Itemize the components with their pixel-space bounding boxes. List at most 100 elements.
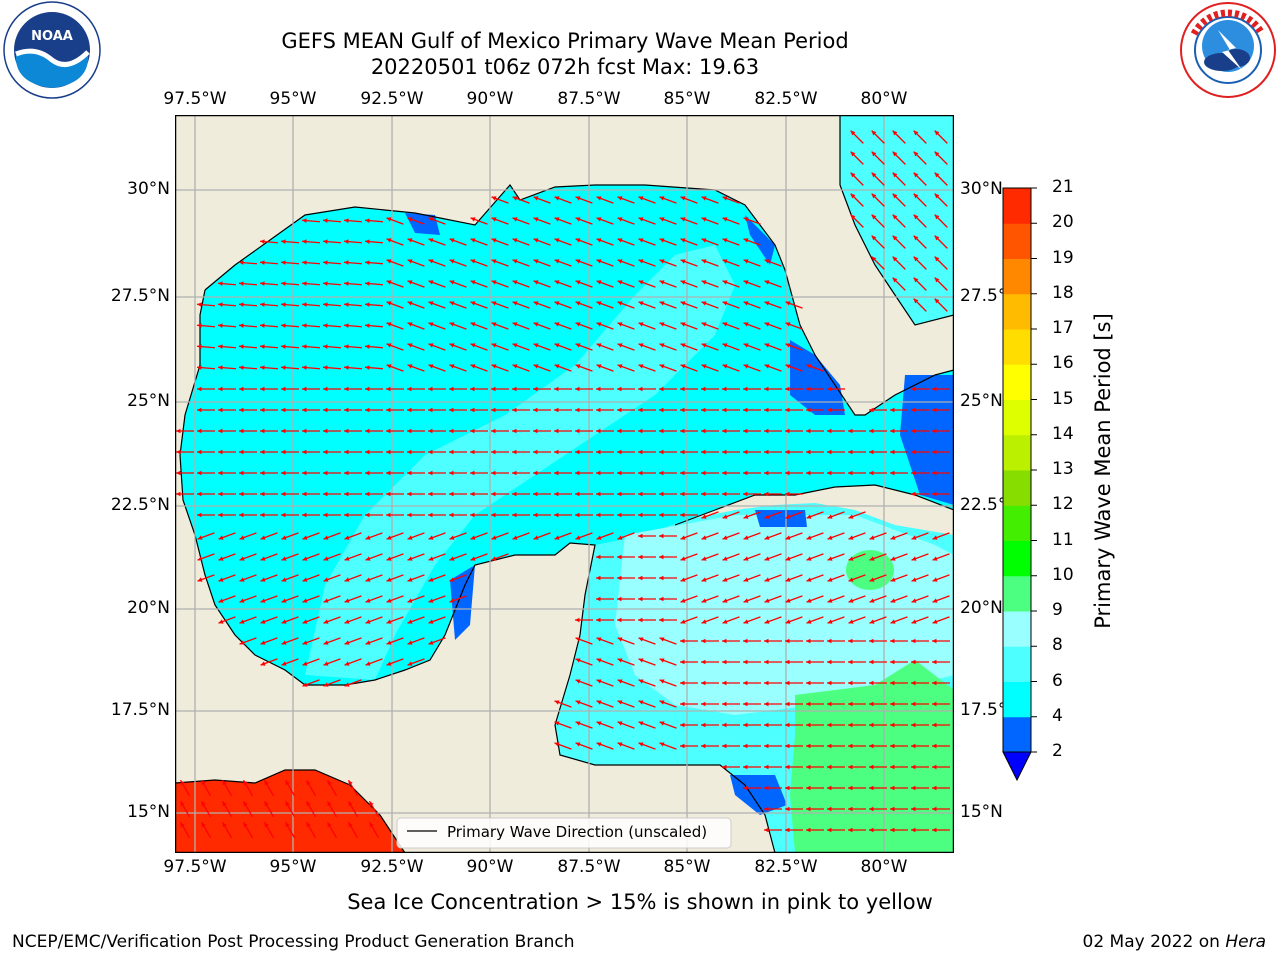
wave-arrow-icon bbox=[827, 701, 845, 707]
wave-arrow-icon bbox=[932, 680, 950, 686]
wave-arrow-icon bbox=[848, 743, 866, 749]
wave-arrow-icon bbox=[890, 595, 908, 603]
wave-arrow-icon bbox=[554, 386, 572, 392]
wave-arrow-icon bbox=[764, 574, 782, 582]
wave-arrow-icon bbox=[407, 322, 425, 330]
wave-arrow-icon bbox=[890, 680, 908, 686]
wave-arrow-icon bbox=[512, 259, 530, 267]
wave-arrow-icon bbox=[871, 193, 885, 207]
wave-arrow-icon bbox=[680, 259, 698, 267]
wave-arrow-icon bbox=[911, 470, 929, 476]
lon-tick-label: 95°W bbox=[269, 857, 317, 877]
wave-arrow-icon bbox=[176, 428, 194, 434]
wave-arrow-icon bbox=[238, 260, 258, 265]
wave-arrow-icon bbox=[932, 806, 950, 812]
wave-arrow-icon bbox=[680, 638, 698, 644]
wave-arrow-icon bbox=[575, 679, 593, 687]
wave-arrow-icon bbox=[301, 260, 321, 265]
wave-arrow-icon bbox=[722, 616, 740, 624]
wave-arrow-icon bbox=[322, 281, 342, 286]
wave-arrow-icon bbox=[596, 343, 614, 351]
wave-arrow-icon bbox=[911, 680, 929, 686]
colorbar-ticks: 2 4 6 8 9 10 11 12 13 14 15 16 17 18 19 20 21 bbox=[1052, 177, 1092, 786]
wave-arrow-icon bbox=[701, 616, 719, 624]
wave-arrow-icon bbox=[575, 259, 593, 267]
wave-arrow-icon bbox=[932, 407, 950, 413]
wave-arrow-icon bbox=[890, 722, 908, 728]
wave-arrow-icon bbox=[659, 301, 677, 309]
wave-arrow-icon bbox=[491, 470, 509, 476]
wave-arrow-icon bbox=[764, 680, 782, 686]
wave-arrow-icon bbox=[470, 449, 488, 455]
wave-arrow-icon bbox=[386, 512, 404, 518]
wave-arrow-icon bbox=[575, 658, 593, 666]
wave-arrow-icon bbox=[449, 553, 467, 561]
wave-arrow-icon bbox=[239, 428, 257, 434]
wave-arrow-icon bbox=[827, 806, 845, 812]
wave-arrow-icon bbox=[869, 827, 887, 833]
wave-arrow-icon bbox=[176, 470, 194, 476]
wave-arrow-icon bbox=[281, 491, 299, 497]
wave-arrow-icon bbox=[197, 428, 215, 434]
wave-arrow-icon bbox=[407, 386, 425, 392]
wave-arrow-icon bbox=[554, 217, 572, 225]
wave-arrow-icon bbox=[890, 638, 908, 644]
wave-arrow-icon bbox=[659, 428, 677, 434]
wave-arrow-icon bbox=[302, 574, 320, 582]
wave-arrow-icon bbox=[365, 386, 383, 392]
wave-arrow-icon bbox=[848, 470, 866, 476]
wave-arrow-icon bbox=[197, 449, 215, 455]
wave-arrow-icon bbox=[596, 596, 614, 602]
wave-arrow-icon bbox=[196, 344, 216, 349]
wave-arrow-icon bbox=[806, 386, 824, 392]
wave-arrow-icon bbox=[743, 659, 761, 665]
wave-arrow-icon bbox=[259, 365, 279, 370]
wave-arrow-icon bbox=[323, 449, 341, 455]
wave-arrow-icon bbox=[365, 595, 383, 603]
wave-arrow-icon bbox=[323, 512, 341, 518]
wave-arrow-icon bbox=[449, 301, 467, 309]
wave-arrow-icon bbox=[344, 428, 362, 434]
wave-arrow-icon bbox=[848, 764, 866, 770]
wave-arrow-icon bbox=[305, 779, 317, 797]
colorbar-tick-label: 17 bbox=[1052, 318, 1074, 338]
wave-arrow-icon bbox=[449, 428, 467, 434]
wave-arrow-icon bbox=[596, 322, 614, 330]
wave-arrow-icon bbox=[323, 595, 341, 603]
wave-arrow-icon bbox=[932, 616, 950, 624]
wave-arrow-icon bbox=[200, 821, 212, 839]
wave-arrow-icon bbox=[617, 700, 635, 708]
wave-arrow-icon bbox=[428, 407, 446, 413]
wave-arrow-icon bbox=[638, 343, 656, 351]
wave-arrow-icon bbox=[575, 280, 593, 288]
wave-arrow-icon bbox=[722, 701, 740, 707]
wave-arrow-icon bbox=[364, 218, 384, 223]
wave-arrow-icon bbox=[533, 217, 551, 225]
wave-arrow-icon bbox=[617, 679, 635, 687]
wave-arrow-icon bbox=[869, 743, 887, 749]
wave-arrow-icon bbox=[911, 638, 929, 644]
wave-arrow-icon bbox=[238, 365, 258, 370]
wave-arrow-icon bbox=[890, 428, 908, 434]
wave-arrow-icon bbox=[238, 302, 258, 307]
wave-arrow-icon bbox=[512, 470, 530, 476]
wave-arrow-icon bbox=[491, 238, 509, 246]
wave-arrow-icon bbox=[386, 217, 404, 225]
wave-arrow-icon bbox=[343, 344, 363, 349]
wave-arrow-icon bbox=[301, 239, 321, 244]
wave-arrow-icon bbox=[284, 779, 296, 797]
wave-arrow-icon bbox=[449, 595, 467, 603]
colorbar-tick-label: 20 bbox=[1052, 212, 1074, 233]
colorbar-segment bbox=[1003, 364, 1031, 400]
wave-arrow-icon bbox=[302, 512, 320, 518]
wave-arrow-icon bbox=[575, 428, 593, 434]
wave-arrow-icon bbox=[575, 196, 593, 204]
wave-arrow-icon bbox=[344, 574, 362, 582]
lat-tick-label: 25°N bbox=[960, 391, 1003, 411]
wave-arrow-icon bbox=[575, 617, 593, 623]
wave-arrow-icon bbox=[533, 196, 551, 204]
wave-arrow-icon bbox=[743, 491, 761, 497]
wave-arrow-icon bbox=[911, 743, 929, 749]
wave-arrow-icon bbox=[764, 491, 782, 497]
wave-arrow-icon bbox=[575, 721, 593, 729]
